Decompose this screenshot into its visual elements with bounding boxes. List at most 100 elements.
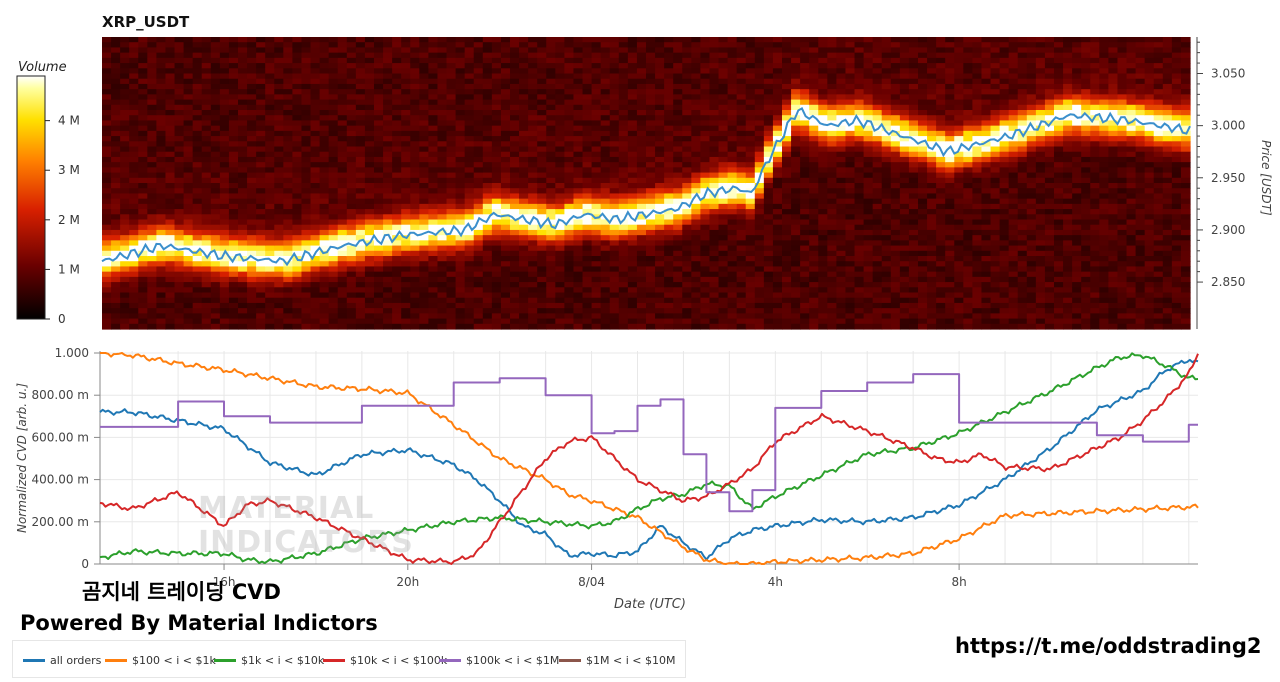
heatmap-cell [301,302,312,309]
heatmap-cell [890,63,901,69]
heatmap-cell [872,308,883,314]
heatmap-cell [401,266,411,273]
heatmap-cell [364,94,375,101]
heatmap-cell [301,271,312,278]
heatmap-cell [600,209,611,215]
heatmap-cell [827,78,837,85]
heatmap-cell [564,52,575,59]
heatmap-cell [736,89,747,95]
heatmap-cell [174,287,185,294]
heatmap-cell [473,104,484,111]
heatmap-cell [228,37,239,43]
heatmap-cell [546,198,556,205]
heatmap-cell [636,224,647,231]
heatmap-cell [709,47,720,54]
heatmap-cell [682,318,692,325]
heatmap-cell [854,146,865,153]
heatmap-cell [772,235,783,241]
heatmap-cell [310,42,321,49]
heatmap-cell [491,37,502,43]
heatmap-cell [899,146,910,153]
heatmap-cell [210,120,221,127]
heatmap-cell [763,52,774,59]
heatmap-cell [219,104,230,111]
heatmap-cell [174,37,185,43]
heatmap-cell [102,245,112,252]
heatmap-cell [156,141,167,148]
heatmap-cell [446,282,457,288]
heatmap-cell [564,57,575,64]
heatmap-cell [854,203,865,210]
heatmap-cell [600,308,611,314]
heatmap-cell [355,104,366,111]
heatmap-cell [582,47,593,54]
heatmap-cell [165,130,176,137]
heatmap-cell [129,282,139,288]
heatmap-cell [736,73,747,80]
heatmap-cell [410,156,420,163]
heatmap-cell [455,308,466,314]
heatmap-cell [383,229,393,236]
heatmap-cell [510,94,520,101]
heatmap-cell [546,323,556,330]
heatmap-cell [247,261,257,268]
heatmap-cell [863,235,874,241]
heatmap-cell [102,261,112,268]
heatmap-cell [763,83,774,90]
heatmap-cell [691,287,701,294]
heatmap-cell [256,240,266,247]
heatmap-cell [473,240,484,247]
heatmap-cell [609,68,620,75]
heatmap-cell [274,266,284,273]
heatmap-cell [111,313,121,320]
heatmap-cell [102,172,112,179]
heatmap-cell [283,73,293,80]
heatmap-cell [573,136,584,142]
heatmap-cell [319,57,330,64]
heatmap-cell [238,292,248,299]
heatmap-cell [256,302,266,309]
heatmap-cell [437,63,448,69]
heatmap-cell [219,203,230,210]
heatmap-cell [129,162,139,168]
heatmap-cell [510,57,520,64]
heatmap-cell [636,266,647,273]
heatmap-cell [845,313,856,320]
heatmap-cell [428,313,439,320]
heatmap-cell [718,250,729,257]
heatmap-cell [528,151,538,158]
heatmap-cell [664,141,674,148]
heatmap-cell [546,125,556,132]
heatmap-cell [772,136,783,142]
heatmap-cell [201,302,212,309]
heatmap-cell [636,130,647,137]
heatmap-cell [283,37,293,43]
heatmap-cell [809,104,819,111]
heatmap-cell [464,276,475,283]
heatmap-cell [102,57,112,64]
heatmap-cell [102,276,112,283]
heatmap-cell [745,89,756,95]
heatmap-cell [618,99,629,106]
heatmap-cell [528,172,538,179]
heatmap-cell [464,235,475,241]
heatmap-cell [709,120,720,127]
heatmap-cell [210,235,221,241]
heatmap-cell [664,78,674,85]
heatmap-cell [446,146,457,153]
heatmap-cell [455,209,466,215]
heatmap-cell [745,261,756,268]
heatmap-cell [627,302,638,309]
heatmap-cell [120,183,130,189]
heatmap-cell [174,104,185,111]
heatmap-cell [537,271,547,278]
heatmap-cell [609,141,620,148]
heatmap-cell [401,167,411,174]
heatmap-cell [210,198,221,205]
heatmap-cell [827,287,837,294]
heatmap-cell [274,83,284,90]
heatmap-cell [691,52,701,59]
heatmap-cell [301,287,312,294]
heatmap-cell [374,250,384,257]
heatmap-cell [673,224,683,231]
